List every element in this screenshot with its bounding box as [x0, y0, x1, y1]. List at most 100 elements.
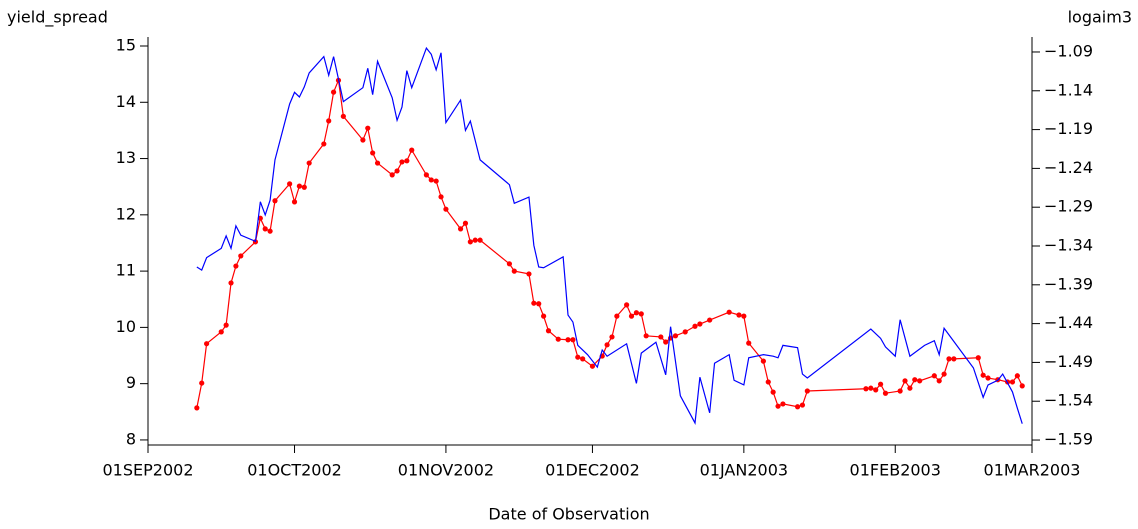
point-marker — [912, 377, 918, 383]
y-tick-label: 9 — [126, 373, 136, 392]
point-marker — [291, 199, 298, 205]
point-marker — [218, 329, 224, 335]
point-marker — [228, 280, 234, 286]
y-tick-label: 8 — [126, 429, 136, 448]
point-marker — [526, 271, 532, 277]
point-marker — [658, 334, 664, 340]
y-tick-label: 15 — [116, 36, 136, 55]
point-marker — [428, 177, 434, 183]
point-marker — [404, 158, 410, 164]
point-marker — [306, 160, 312, 166]
point-marker — [267, 228, 273, 234]
point-marker — [643, 333, 649, 339]
y2-tick-label: −1.24 — [1044, 158, 1093, 177]
point-marker — [707, 317, 713, 323]
x-tick-label: 01NOV2002 — [398, 461, 494, 480]
point-marker — [223, 322, 229, 328]
y2-tick-label: −1.34 — [1044, 236, 1093, 255]
point-marker — [897, 388, 903, 394]
point-marker — [399, 159, 405, 165]
point-marker — [477, 237, 483, 243]
y2-tick-label: −1.59 — [1044, 430, 1093, 449]
point-marker — [360, 137, 366, 143]
point-marker — [765, 379, 771, 385]
point-marker — [936, 378, 942, 384]
point-marker — [799, 402, 806, 408]
y2-tick-label: −1.44 — [1044, 313, 1093, 332]
point-marker — [330, 89, 337, 95]
point-marker — [541, 313, 547, 319]
point-marker — [633, 310, 639, 316]
point-marker — [462, 220, 469, 226]
y-tick-label: 12 — [116, 204, 136, 223]
point-marker — [394, 168, 400, 174]
y2-tick-label: −1.14 — [1044, 80, 1093, 99]
point-marker — [760, 358, 766, 364]
point-marker — [199, 380, 205, 386]
point-marker — [628, 313, 635, 319]
point-marker — [589, 363, 596, 369]
point-marker — [511, 268, 517, 274]
point-marker — [506, 261, 513, 267]
point-marker — [638, 311, 644, 317]
point-marker — [746, 340, 752, 346]
point-marker — [1019, 383, 1025, 389]
point-marker — [941, 371, 947, 377]
point-marker — [287, 181, 293, 187]
point-marker — [609, 334, 615, 340]
point-marker — [741, 313, 747, 319]
point-marker — [438, 194, 444, 200]
point-marker — [726, 309, 732, 315]
y2-tick-label: −1.19 — [1044, 119, 1093, 138]
point-marker — [882, 390, 889, 396]
point-marker — [238, 253, 244, 259]
point-marker — [321, 141, 327, 147]
point-marker — [980, 372, 986, 378]
point-marker — [536, 301, 542, 307]
point-marker — [204, 341, 210, 347]
point-marker — [1009, 379, 1016, 385]
point-marker — [604, 342, 610, 348]
point-marker — [1014, 373, 1020, 379]
point-marker — [472, 237, 478, 243]
point-marker — [409, 147, 415, 153]
point-marker — [692, 323, 698, 329]
x-tick-label: 01JAN2003 — [700, 461, 788, 480]
y2-tick-label: −1.49 — [1044, 352, 1093, 371]
x-tick-label: 01OCT2002 — [247, 461, 342, 480]
point-marker — [433, 178, 439, 184]
point-marker — [931, 373, 937, 379]
point-marker — [565, 337, 571, 343]
x-tick-label: 01MAR2003 — [984, 461, 1081, 480]
y2-axis-label: logaim3 — [1068, 8, 1132, 27]
y-tick-label: 10 — [116, 317, 136, 336]
point-marker — [780, 401, 786, 407]
point-marker — [374, 160, 381, 166]
point-marker — [580, 356, 586, 362]
point-marker — [326, 118, 332, 124]
point-marker — [370, 150, 376, 156]
y-tick-label: 13 — [116, 148, 136, 167]
y-tick-label: 11 — [116, 261, 136, 280]
point-marker — [770, 389, 776, 395]
point-marker — [663, 339, 669, 345]
point-marker — [682, 329, 688, 335]
x-tick-label: 01FEB2003 — [850, 461, 941, 480]
point-marker — [575, 354, 581, 360]
point-marker — [951, 356, 957, 362]
point-marker — [194, 405, 200, 411]
x-axis-label: Date of Observation — [488, 505, 649, 524]
x-tick-label: 01DEC2002 — [545, 461, 640, 480]
point-marker — [868, 385, 874, 391]
y2-tick-label: −1.39 — [1044, 274, 1093, 293]
y2-tick-label: −1.54 — [1044, 391, 1093, 410]
y-tick-label: 14 — [116, 92, 136, 111]
point-marker — [863, 386, 869, 392]
point-marker — [946, 356, 952, 362]
point-marker — [272, 198, 278, 204]
point-marker — [672, 333, 679, 339]
series-line — [196, 46, 1023, 425]
point-marker — [365, 125, 371, 131]
point-marker — [902, 378, 908, 384]
